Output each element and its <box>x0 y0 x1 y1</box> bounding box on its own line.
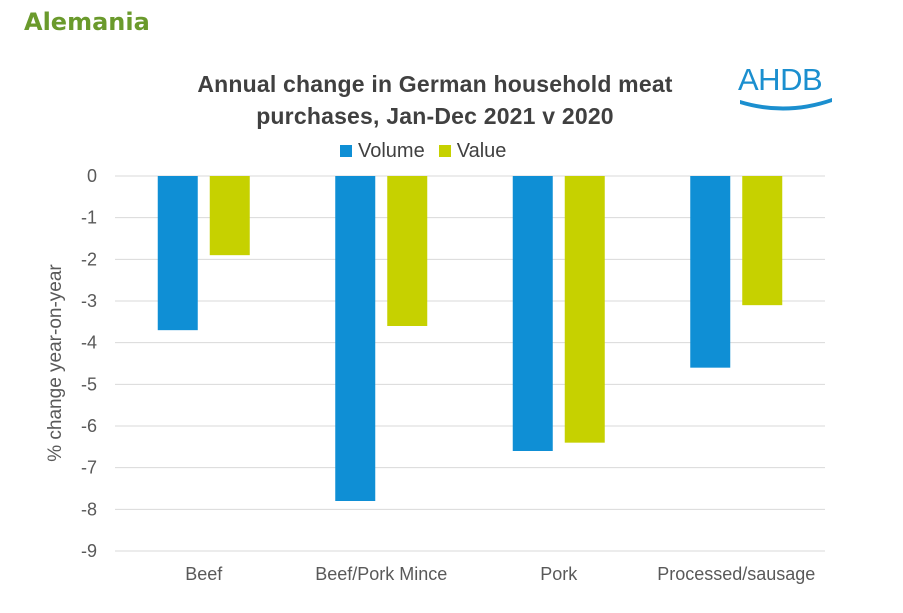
y-tick-label: 0 <box>87 166 97 186</box>
legend-label-volume: Volume <box>358 139 425 162</box>
y-tick-label: -7 <box>81 458 97 478</box>
bar-value <box>209 176 250 256</box>
ahdb-logo: AHDB <box>738 62 834 114</box>
y-tick-label: -5 <box>81 374 97 394</box>
legend-swatch-volume <box>340 145 352 157</box>
x-tick-label: Beef <box>185 564 223 584</box>
chart-title: Annual change in German household meat p… <box>140 68 730 132</box>
y-tick-label: -8 <box>81 499 97 519</box>
chart-title-line-2: purchases, Jan-Dec 2021 v 2020 <box>256 103 614 129</box>
bar-value <box>742 176 783 306</box>
y-tick-label: -3 <box>81 291 97 311</box>
bar-volume <box>157 176 198 331</box>
bar-value <box>387 176 428 326</box>
legend-item-value: Value <box>438 139 507 163</box>
bar-volume <box>690 176 731 368</box>
y-tick-label: -4 <box>81 333 97 353</box>
x-tick-label: Pork <box>540 564 578 584</box>
logo-text: AHDB <box>738 62 823 97</box>
y-tick-label: -1 <box>81 208 97 228</box>
x-tick-label: Processed/sausage <box>657 564 815 584</box>
legend-item-volume: Volume <box>340 140 425 163</box>
bar-value <box>564 176 605 443</box>
legend-label-value: Value <box>456 139 507 162</box>
y-tick-label: -6 <box>81 416 97 436</box>
legend-swatch-value <box>438 145 451 157</box>
x-tick-label: Beef/Pork Mince <box>315 564 447 584</box>
y-tick-label: -9 <box>81 541 97 561</box>
legend: Volume Value <box>340 140 520 162</box>
logo-swoosh <box>740 98 832 111</box>
chart-title-line-1: Annual change in German household meat <box>197 71 673 97</box>
page-heading: Alemania <box>24 8 150 36</box>
bar-volume <box>512 176 553 451</box>
bar-volume <box>335 176 376 501</box>
y-tick-label: -2 <box>81 249 97 269</box>
